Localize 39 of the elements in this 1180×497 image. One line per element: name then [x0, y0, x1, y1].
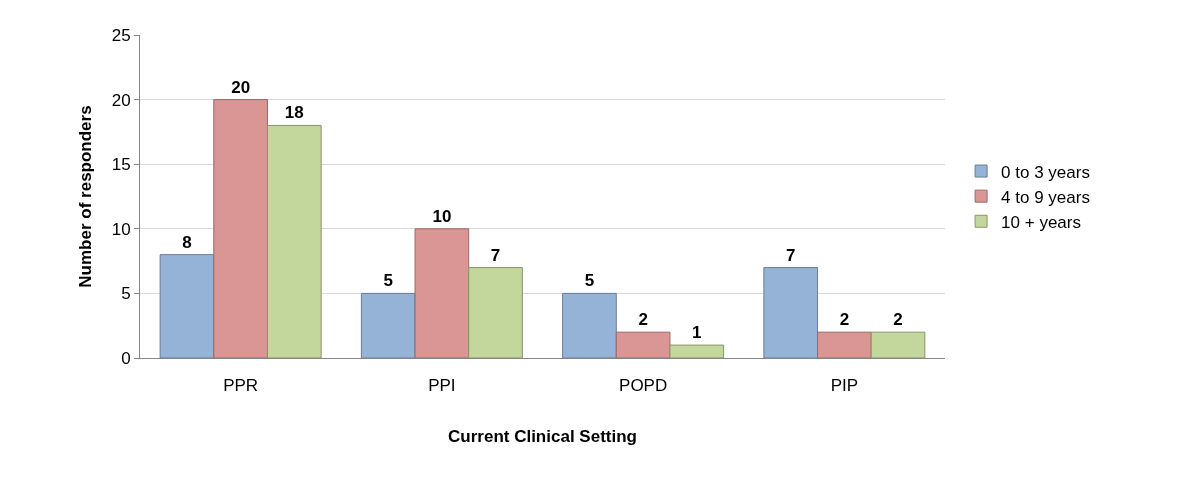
bar — [213, 99, 268, 358]
y-tick-label: 0 — [121, 348, 131, 368]
x-tick-label: PPR — [223, 376, 259, 396]
bar — [266, 124, 322, 358]
bar — [763, 267, 819, 358]
data-label: 18 — [284, 103, 304, 123]
data-label: 2 — [839, 310, 850, 330]
bar — [414, 228, 470, 358]
y-axis-title: Number of responders — [76, 105, 96, 288]
bar — [562, 292, 617, 358]
data-label: 10 — [432, 206, 452, 226]
y-tick-label: 15 — [111, 155, 131, 175]
bar — [159, 254, 215, 358]
data-label: 2 — [638, 310, 648, 330]
bar — [468, 267, 523, 358]
y-tick-label: 20 — [111, 90, 131, 110]
x-tick-label: PIP — [830, 376, 859, 396]
y-tick-label: 10 — [111, 219, 131, 239]
x-axis-title: Current Clinical Setting — [448, 426, 637, 446]
data-label: 5 — [383, 271, 393, 291]
bar — [669, 344, 725, 358]
data-label: 7 — [490, 245, 501, 265]
bar — [360, 292, 416, 358]
legend-label: 10 + years — [1001, 212, 1081, 232]
x-tick-label: PPI — [428, 376, 456, 396]
y-tick-label: 25 — [111, 25, 131, 45]
x-tick-label: POPD — [619, 376, 668, 396]
data-label: 5 — [584, 271, 595, 291]
bar — [817, 331, 872, 358]
bar — [615, 331, 671, 358]
data-label: 20 — [231, 77, 251, 97]
data-label: 1 — [692, 323, 702, 343]
data-label: 7 — [785, 245, 796, 265]
legend-label: 0 to 3 years — [1001, 162, 1090, 182]
y-tick-label: 5 — [121, 284, 131, 304]
bar — [870, 331, 926, 358]
data-label: 8 — [182, 232, 192, 252]
legend-label: 4 to 9 years — [1001, 187, 1090, 207]
data-label: 2 — [893, 310, 903, 330]
